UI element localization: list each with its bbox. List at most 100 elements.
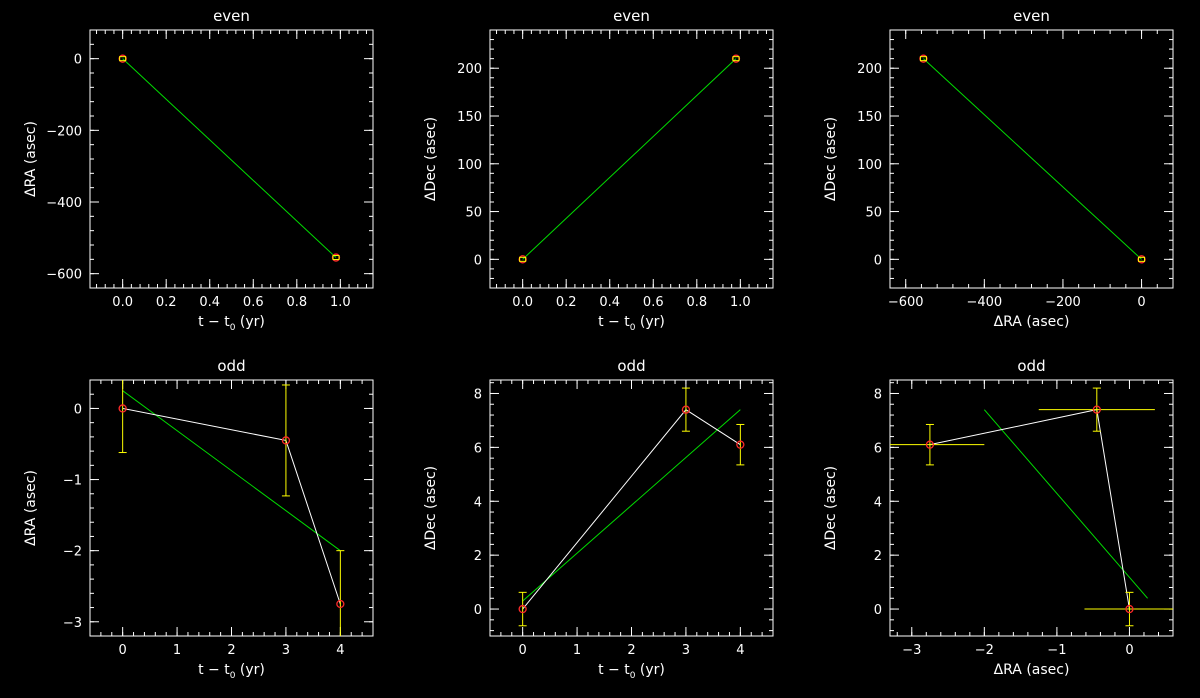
panel-3: −600 −400 −200 0 0 50 100 150 200 even ΔRA (asec) Δ… [823, 7, 1174, 330]
fit-line [522, 58, 737, 260]
y-axis-label: ΔRA (asec) [23, 121, 39, 197]
connecting-line [122, 407, 341, 605]
y-tick-label: −600 [46, 268, 82, 283]
fit-line [522, 409, 741, 602]
x-axis-label-main: ΔRA (asec) [994, 662, 1070, 678]
y-tick-label: 150 [857, 110, 882, 125]
x-axis-label-subscript: 0 [630, 671, 636, 681]
x-axis-label: t − t0 (yr) [598, 662, 665, 681]
x-tick-label: 1.0 [730, 295, 751, 310]
y-axis-label: ΔDec (asec) [823, 117, 839, 201]
y-tick-label: −3 [63, 616, 82, 631]
connecting-line [522, 408, 741, 610]
x-axis-label-main: t − t [198, 314, 230, 330]
panel-title: odd [1017, 357, 1045, 375]
x-tick-label: −3 [902, 643, 921, 658]
data-point-marker [1138, 256, 1146, 262]
panel-title: odd [217, 357, 245, 375]
x-tick-label: 0.2 [556, 295, 577, 310]
y-tick-label: 8 [874, 387, 882, 402]
data-point [118, 404, 127, 413]
axes-frame [89, 379, 374, 637]
x-axis-label: ΔRA (asec) [994, 314, 1070, 330]
y-tick-label: −1 [63, 474, 82, 489]
x-axis-label-subscript: 0 [630, 323, 636, 333]
x-axis-label-main: t − t [598, 314, 630, 330]
x-axis-label-unit: (yr) [235, 314, 264, 330]
y-tick-label: 8 [474, 387, 482, 402]
y-tick-label: 50 [865, 206, 882, 221]
y-tick-label: 4 [474, 495, 482, 510]
x-tick-label: 3 [282, 643, 290, 658]
y-tick-label: 0 [74, 53, 82, 68]
x-tick-label: 0.0 [112, 295, 133, 310]
x-tick-label: −400 [966, 295, 1002, 310]
x-axis-label-main: t − t [598, 662, 630, 678]
y-tick-label: 100 [857, 158, 882, 173]
y-tick-label: 0 [474, 603, 482, 618]
x-tick-label: −2 [975, 643, 994, 658]
data-point [736, 440, 745, 449]
fit-line [923, 58, 1142, 260]
fit-line [983, 409, 1148, 599]
x-tick-label: 0.2 [156, 295, 177, 310]
y-tick-label: −400 [46, 196, 82, 211]
data-point [518, 604, 527, 614]
x-axis-label-subscript: 0 [230, 323, 236, 333]
y-tick-label: −2 [63, 545, 82, 560]
x-tick-label: 0.6 [243, 295, 264, 310]
x-tick-label: −1 [1047, 643, 1066, 658]
data-point [336, 599, 345, 609]
panel-title: even [1013, 7, 1050, 25]
x-tick-label: 0.8 [286, 295, 307, 310]
x-tick-label: 1 [173, 643, 181, 658]
x-axis-label: t − t0 (yr) [198, 662, 265, 681]
x-tick-label: 0 [519, 643, 527, 658]
panel-title: even [613, 7, 650, 25]
panel-6: −3 −2 −1 0 0 2 4 6 8 odd ΔRA (asec) ΔDec (asec) [823, 357, 1174, 678]
x-tick-label: 0 [1137, 295, 1145, 310]
y-tick-label: 4 [874, 495, 882, 510]
y-tick-label: 6 [874, 441, 882, 456]
y-tick-label: 6 [474, 441, 482, 456]
y-tick-label: 100 [457, 158, 482, 173]
data-point [1092, 405, 1101, 414]
x-axis-label-unit: (yr) [635, 662, 664, 678]
x-axis-label: t − t0 (yr) [598, 314, 665, 333]
y-tick-label: 2 [874, 549, 882, 564]
axes-frame [889, 379, 1174, 637]
y-tick-label: 50 [465, 206, 482, 221]
data-point [281, 436, 291, 445]
y-tick-label: 0 [874, 603, 882, 618]
fit-line [122, 390, 341, 552]
x-axis-label-main: ΔRA (asec) [994, 314, 1070, 330]
x-tick-label: 3 [682, 643, 690, 658]
data-point-marker [332, 255, 340, 261]
x-axis-label-unit: (yr) [635, 314, 664, 330]
x-axis-label: ΔRA (asec) [994, 662, 1070, 678]
data-point-marker [919, 56, 927, 62]
x-tick-label: 0.0 [512, 295, 533, 310]
y-axis-label: ΔDec (asec) [423, 466, 439, 550]
x-tick-label: 1.0 [330, 295, 351, 310]
x-axis-label-subscript: 0 [230, 671, 236, 681]
panel-1: 0.0 0.2 0.4 0.6 0.8 1.0 0 −200 −400 −600 even t − t… [23, 7, 374, 333]
y-axis-label: ΔDec (asec) [423, 117, 439, 201]
x-tick-label: 0 [1125, 643, 1133, 658]
x-axis-label: t − t0 (yr) [198, 314, 265, 333]
y-tick-label: 200 [857, 62, 882, 77]
data-point-marker [519, 256, 527, 262]
x-tick-label: 0.4 [599, 295, 620, 310]
x-tick-label: −200 [1045, 295, 1081, 310]
x-tick-label: 0 [119, 643, 127, 658]
data-point [681, 405, 691, 414]
data-point-marker [119, 56, 127, 62]
connecting-line [929, 409, 1130, 610]
data-point [925, 440, 935, 449]
y-tick-label: 150 [457, 110, 482, 125]
x-tick-label: 4 [336, 643, 344, 658]
